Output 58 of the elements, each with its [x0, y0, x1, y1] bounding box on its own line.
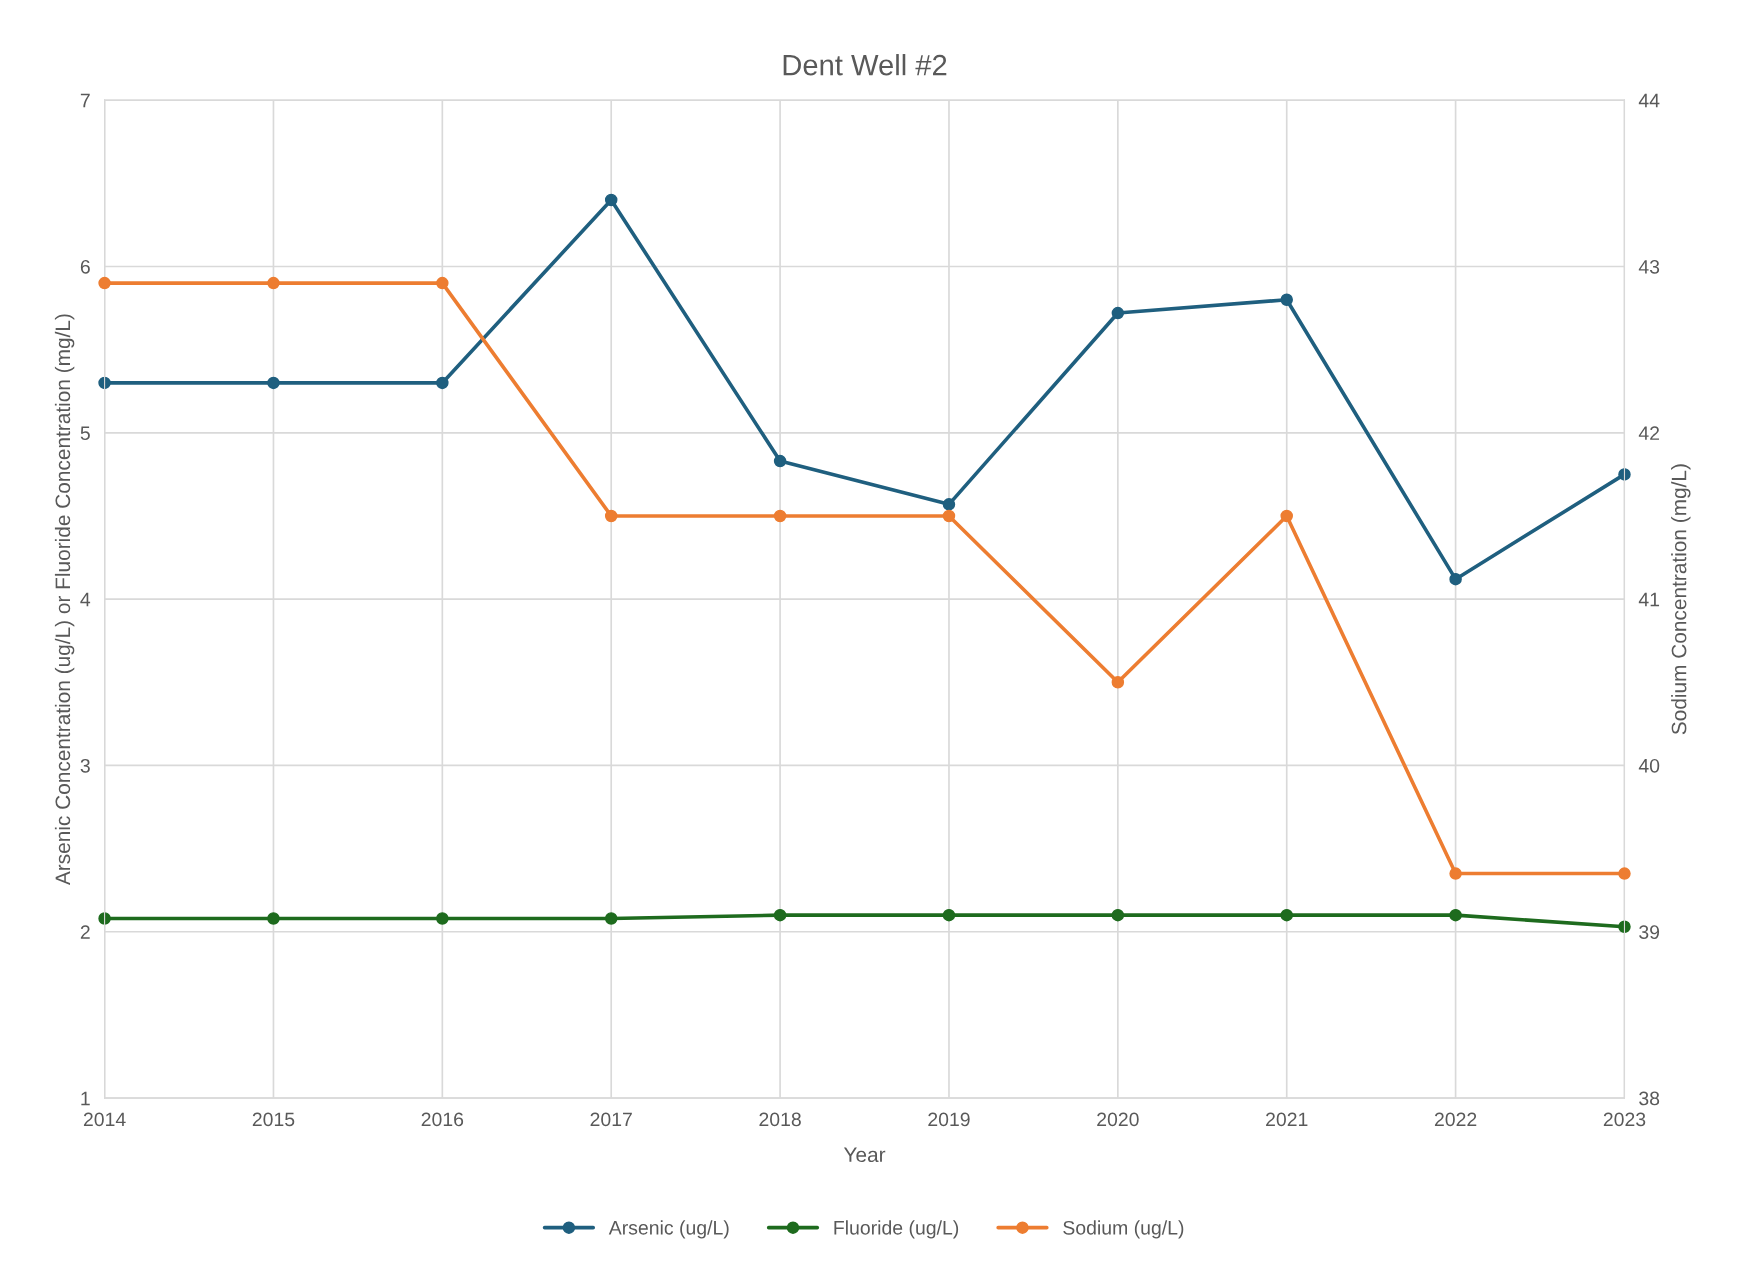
y-tick-label: 4 — [80, 592, 91, 607]
point — [98, 376, 111, 390]
point — [942, 509, 956, 523]
point — [436, 912, 449, 925]
y-tick-label: 6 — [80, 259, 90, 274]
point — [1618, 867, 1631, 880]
point — [1280, 908, 1293, 922]
legend-label: Arsenic (ug/L) — [608, 1220, 729, 1239]
chart-title: Dent Well #2 — [783, 54, 947, 76]
point — [436, 376, 449, 390]
y2-tick-label: 40 — [1638, 758, 1660, 773]
y-tick-label: 7 — [80, 93, 90, 108]
point — [1111, 676, 1125, 689]
point — [773, 454, 787, 468]
point — [436, 276, 449, 290]
point — [1280, 293, 1293, 307]
x-tick-label: 2016 — [421, 1112, 464, 1127]
point — [773, 509, 787, 523]
y2-tick-label: 39 — [1639, 925, 1660, 940]
y2-tick-label: 41 — [1638, 592, 1660, 607]
point — [942, 498, 956, 511]
point — [1280, 509, 1293, 523]
point — [604, 193, 618, 207]
point — [773, 908, 787, 922]
x-tick-label: 2023 — [1603, 1112, 1646, 1127]
point — [267, 912, 280, 925]
x-tick-label: 2018 — [759, 1112, 801, 1127]
x-tick-label: 2014 — [83, 1112, 126, 1127]
point — [267, 376, 280, 390]
point — [1111, 908, 1125, 922]
legend-label: Fluoride (ug/L) — [834, 1220, 959, 1239]
y2-tick-label: 44 — [1638, 93, 1660, 108]
x-tick-label: 2020 — [1097, 1112, 1139, 1127]
y-tick-label: 3 — [80, 758, 90, 773]
y-tick-label: 5 — [80, 426, 90, 441]
y-tick-label: 2 — [80, 925, 90, 939]
y2-tick-label: 42 — [1638, 426, 1660, 440]
x-tick-label: 2021 — [1266, 1112, 1308, 1127]
x-tick-label: 2015 — [252, 1112, 295, 1127]
legend-label: Sodium (ug/L) — [1063, 1220, 1184, 1239]
x-tick-label: 2022 — [1434, 1112, 1477, 1127]
point — [604, 912, 618, 925]
point — [1449, 908, 1462, 922]
point — [98, 276, 111, 290]
y2-tick-label: 43 — [1638, 259, 1660, 274]
y2-tick-label: 38 — [1639, 1091, 1660, 1106]
y-tick-label: 1 — [81, 1091, 90, 1106]
point — [1449, 867, 1462, 880]
y-axis-title: Arsenic Concentration (ug/L) or Fluoride Concentration (mg/L) — [54, 314, 75, 886]
point — [267, 276, 280, 290]
x-axis-title: Year — [843, 1147, 886, 1163]
x-tick-label: 2017 — [590, 1112, 632, 1127]
point — [1111, 306, 1125, 320]
point — [1449, 572, 1462, 586]
point — [604, 509, 618, 523]
point — [942, 908, 956, 922]
x-tick-label: 2019 — [928, 1112, 970, 1127]
y2-axis-title: Sodium Concentration (mg/L) — [1671, 464, 1691, 735]
